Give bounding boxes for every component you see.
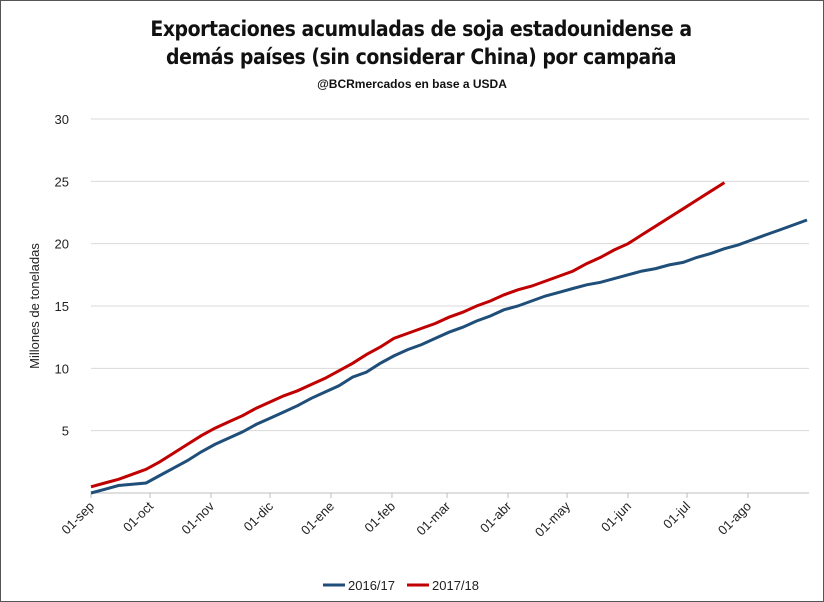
x-tick-label: 01-dic xyxy=(240,498,276,534)
y-tick-label: 25 xyxy=(55,174,69,189)
x-tick-label: 01-jun xyxy=(598,499,634,535)
x-tick-label: 01-may xyxy=(532,498,574,540)
line-series xyxy=(90,181,726,489)
x-tick-label: 01-abr xyxy=(477,498,515,536)
x-tick-label: 01-jul xyxy=(660,498,693,531)
chart-title: Exportaciones acumuladas de soja estadou… xyxy=(150,17,692,69)
x-tick-label: 01-ene xyxy=(298,499,337,538)
x-tick-label: 01-mar xyxy=(413,498,453,538)
line-series xyxy=(90,218,808,495)
x-tick-label: 01-oct xyxy=(120,498,156,534)
y-axis-label: Millones de toneladas xyxy=(27,243,42,369)
y-tick-label: 15 xyxy=(55,299,69,314)
legend-label: 2016/17 xyxy=(348,578,395,593)
x-tick-label: 01-ago xyxy=(715,499,754,538)
x-tick-label: 01-sep xyxy=(58,499,97,538)
y-tick-label: 10 xyxy=(55,361,69,376)
y-tick-label: 5 xyxy=(62,424,69,439)
x-tick-label: 01-nov xyxy=(178,498,217,537)
chart-subtitle: @BCRmercados en base a USDA xyxy=(317,77,507,91)
x-tick-label: 01-feb xyxy=(361,499,398,536)
legend-label: 2017/18 xyxy=(432,578,479,593)
y-tick-label: 30 xyxy=(55,112,69,127)
y-tick-label: 20 xyxy=(55,237,69,252)
